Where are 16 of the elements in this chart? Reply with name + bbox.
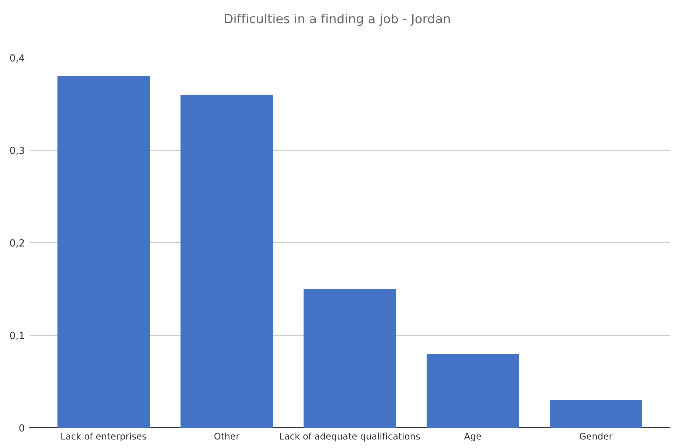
x-tick-label: Gender: [580, 432, 613, 440]
bar: [58, 76, 150, 428]
y-tick-label: 0,3: [10, 146, 24, 156]
y-tick-label: 0,4: [10, 54, 25, 63]
chart-title: Difficulties in a finding a job - Jordan: [225, 14, 450, 26]
x-tick-label: Lack of adequate qualifications: [280, 432, 420, 442]
x-tick-label: Lack of enterprises: [62, 432, 146, 442]
x-tick-label: Age: [464, 433, 482, 442]
y-tick-label: 0,1: [10, 332, 24, 340]
y-tick-label: 0,2: [10, 239, 24, 248]
bar: [180, 95, 274, 428]
y-tick-label: 0: [20, 424, 24, 432]
bar: [550, 400, 642, 428]
x-tick-label: Other: [214, 432, 240, 440]
bar: [426, 354, 520, 428]
bar: [304, 289, 396, 428]
